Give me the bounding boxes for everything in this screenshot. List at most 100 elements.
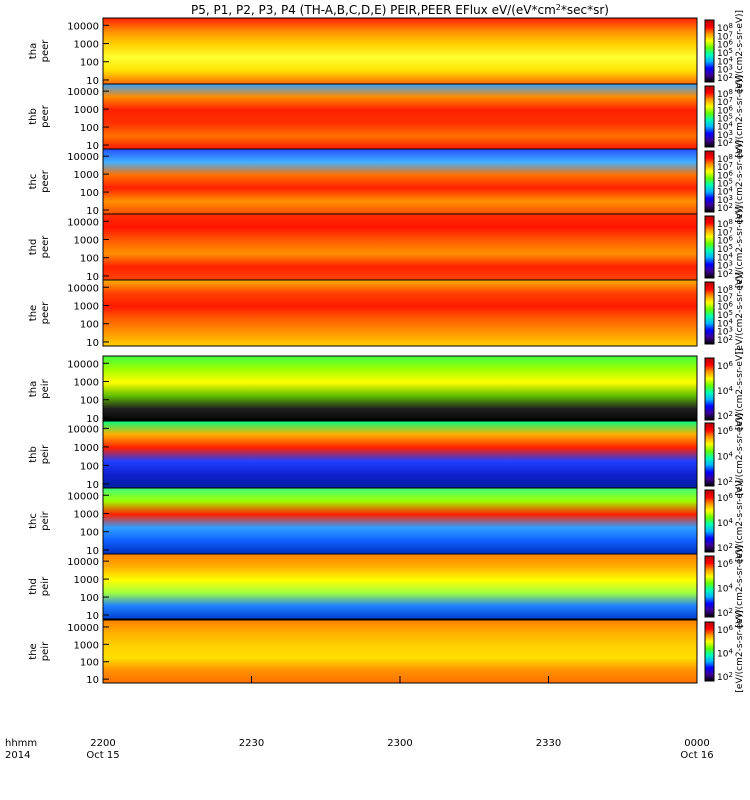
colorbar-tick-label: 104 (717, 251, 733, 263)
panel-probe-label: thb (28, 108, 39, 125)
spectrogram-image (102, 420, 698, 489)
colorbar-tick-label: 105 (717, 243, 733, 255)
colorbar-tick-label: 104 (717, 517, 733, 529)
colorbar-tick-label: 106 (717, 104, 733, 116)
y-tick-label: 1000 (74, 235, 99, 246)
colorbar-tick-label: 106 (717, 558, 733, 570)
colorbar-label: [eV/(cm2-s-sr-eV)] (735, 206, 745, 288)
colorbar-tick-label: 108 (717, 88, 733, 100)
colorbar-tick-label: 106 (717, 235, 733, 247)
y-tick-label: 100 (80, 123, 99, 134)
colorbar-tick-label: 106 (717, 301, 733, 313)
colorbar-label: [eV/(cm2-s-sr-eV)] (735, 413, 745, 495)
y-tick-label: 1000 (74, 377, 99, 388)
panel-probe-label: thb (28, 446, 39, 463)
spectrogram-image (102, 279, 698, 347)
x-tick-date-label: Oct 16 (680, 750, 713, 761)
y-tick-label: 100 (80, 461, 99, 472)
spectrogram-image (102, 17, 698, 85)
y-tick-label: 10 (86, 414, 99, 425)
colorbar-tick-label: 102 (717, 476, 733, 488)
y-tick-label: 10 (86, 611, 99, 622)
panel-tha-peir: 10000 1000 100 10 tha peir 106 104 102 [eV/(cm2-s… (28, 348, 745, 430)
spectrogram-image (102, 213, 698, 281)
y-tick-label: 100 (80, 58, 99, 69)
colorbar-label: [eV/(cm2-s-sr-eV)] (735, 610, 745, 692)
colorbar-tick-label: 104 (717, 121, 733, 133)
spectrogram-image (102, 487, 698, 555)
y-tick-label: 10000 (67, 424, 99, 435)
y-tick-label: 10000 (67, 623, 99, 634)
colorbar-label: [eV/(cm2-s-sr-eV)] (735, 545, 745, 627)
colorbar-tick-label: 103 (717, 326, 733, 338)
y-tick-label: 1000 (74, 575, 99, 586)
colorbar-tick-label: 106 (717, 39, 733, 51)
colorbar-tick-label: 102 (717, 268, 733, 280)
y-tick-label: 100 (80, 528, 99, 539)
y-tick-label: 10000 (67, 152, 99, 163)
colorbar (704, 555, 715, 618)
colorbar-label: [eV/(cm2-s-sr-eV)] (735, 75, 745, 157)
colorbar-tick-label: 105 (717, 178, 733, 190)
panel-the-peir: 10000 1000 100 10 the peir 106 104 102 [eV/(cm2-s… (28, 610, 745, 692)
x-axis-row-label-1: hhmm (5, 738, 37, 749)
colorbar-tick-label: 102 (717, 334, 733, 346)
colorbar-tick-label: 106 (717, 425, 733, 437)
colorbar-tick-label: 106 (717, 360, 733, 372)
colorbar-tick-label: 107 (717, 30, 733, 42)
x-tick-label: 2300 (387, 738, 412, 749)
panel-product-label: peer (40, 235, 51, 259)
x-tick-label: 2330 (536, 738, 561, 749)
y-tick-label: 10000 (67, 491, 99, 502)
y-tick-label: 1000 (74, 443, 99, 454)
colorbar (704, 422, 715, 487)
colorbar-tick-label: 104 (717, 648, 733, 660)
panel-probe-label: thc (28, 174, 39, 190)
y-tick-label: 100 (80, 658, 99, 669)
x-tick-label: 0000 (684, 738, 709, 749)
colorbar-tick-label: 104 (717, 317, 733, 329)
panel-probe-label: tha (28, 381, 39, 397)
y-tick-label: 1000 (74, 105, 99, 116)
panel-thd-peir: 10000 1000 100 10 thd peir 106 104 102 [eV/(cm2-s… (28, 545, 745, 627)
colorbar-label: [eV/(cm2-s-sr-eV)] (735, 140, 745, 222)
colorbar-tick-label: 104 (717, 385, 733, 397)
y-tick-label: 10000 (67, 217, 99, 228)
y-tick-label: 1000 (74, 509, 99, 520)
colorbar-tick-label: 104 (717, 55, 733, 67)
colorbar (704, 19, 715, 83)
colorbar-tick-label: 108 (717, 284, 733, 296)
y-tick-label: 10 (86, 675, 99, 686)
colorbar (704, 215, 715, 279)
panel-probe-label: tha (28, 43, 39, 59)
panel-product-label: peir (40, 576, 51, 596)
colorbar-tick-label: 105 (717, 47, 733, 59)
colorbar (704, 281, 715, 345)
colorbar (704, 621, 715, 682)
colorbar-tick-label: 102 (717, 137, 733, 149)
colorbar-tick-label: 103 (717, 64, 733, 76)
panel-product-label: peer (40, 169, 51, 193)
colorbar-tick-label: 106 (717, 169, 733, 181)
colorbar-tick-label: 102 (717, 671, 733, 683)
colorbar-tick-label: 104 (717, 583, 733, 595)
panel-thb-peir: 10000 1000 100 10 thb peir 106 104 102 [eV/(cm2-s… (28, 413, 745, 495)
colorbar-tick-label: 103 (717, 129, 733, 141)
spectrogram-image (102, 619, 698, 684)
colorbar-tick-label: 108 (717, 153, 733, 165)
x-tick-label: 2230 (239, 738, 264, 749)
spectrogram-image (102, 553, 698, 620)
colorbar-tick-label: 105 (717, 113, 733, 125)
x-tick-label: 2200 (90, 738, 115, 749)
y-tick-label: 100 (80, 320, 99, 331)
colorbar-label: [eV/(cm2-s-sr-eV)] (735, 10, 745, 92)
panel-probe-label: thc (28, 513, 39, 529)
y-tick-label: 10 (86, 272, 99, 283)
panel-product-label: peir (40, 378, 51, 398)
colorbar-tick-label: 106 (717, 492, 733, 504)
y-tick-label: 1000 (74, 301, 99, 312)
colorbar-tick-label: 107 (717, 161, 733, 173)
